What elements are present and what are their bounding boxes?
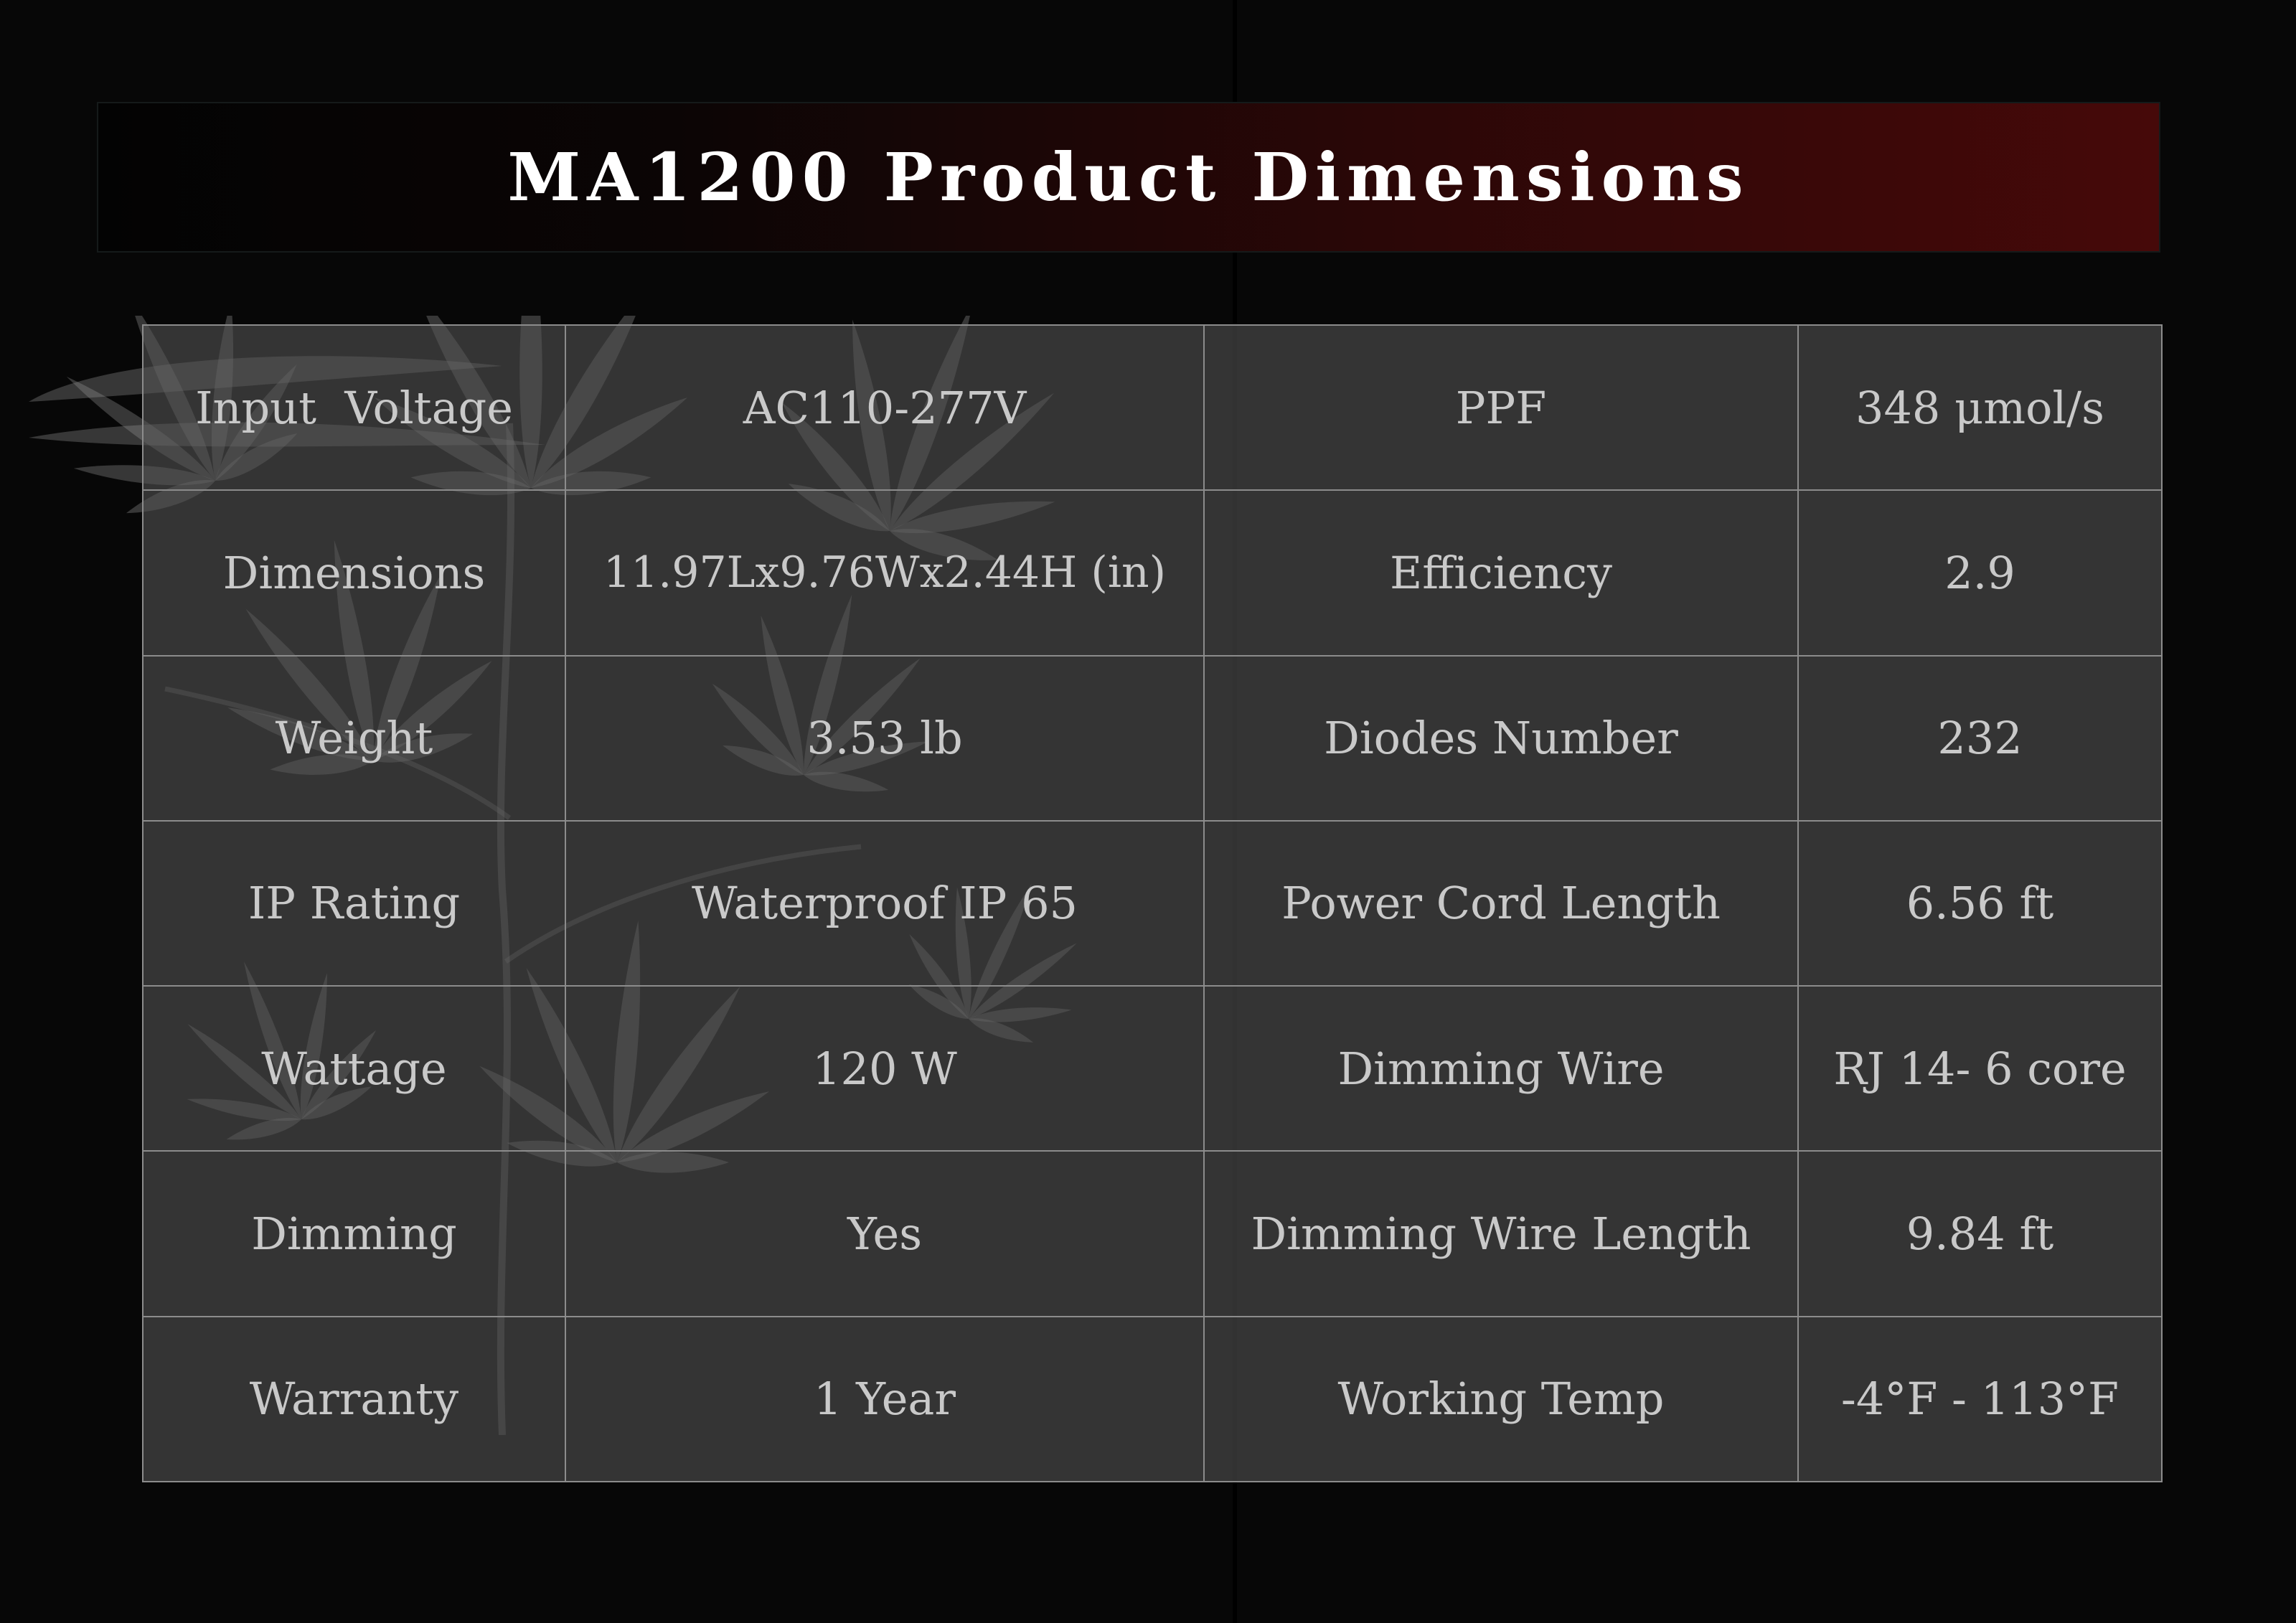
- spec-value: 9.84 ft: [1797, 1150, 2163, 1317]
- spec-label: Input Voltage: [142, 324, 566, 491]
- spec-value: 6.56 ft: [1797, 819, 2163, 987]
- spec-label: Power Cord Length: [1203, 819, 1799, 987]
- spec-value: 2.9: [1797, 489, 2163, 657]
- spec-label: Dimensions: [142, 489, 566, 657]
- spec-table: Input Voltage AC110-277V PPF 348 μmol/s …: [142, 324, 2163, 1483]
- table-row: Input Voltage AC110-277V PPF 348 μmol/s: [142, 324, 2163, 491]
- table-row: Warranty 1 Year Working Temp -4°F - 113°…: [142, 1315, 2163, 1483]
- spec-value: 1 Year: [565, 1315, 1205, 1483]
- spec-label: Wattage: [142, 985, 566, 1152]
- spec-label: Warranty: [142, 1315, 566, 1483]
- spec-value: 232: [1797, 654, 2163, 822]
- spec-label: PPF: [1203, 324, 1799, 491]
- spec-value: 3.53 lb: [565, 654, 1205, 822]
- title-banner: MA1200 Product Dimensions: [97, 102, 2160, 253]
- spec-label: Dimming Wire: [1203, 985, 1799, 1152]
- table-row: Dimming Yes Dimming Wire Length 9.84 ft: [142, 1150, 2163, 1317]
- table-row: Weight 3.53 lb Diodes Number 232: [142, 654, 2163, 822]
- spec-label: IP Rating: [142, 819, 566, 987]
- spec-label: Working Temp: [1203, 1315, 1799, 1483]
- spec-label: Efficiency: [1203, 489, 1799, 657]
- table-row: IP Rating Waterproof IP 65 Power Cord Le…: [142, 819, 2163, 987]
- spec-label: Dimming Wire Length: [1203, 1150, 1799, 1317]
- spec-label: Dimming: [142, 1150, 566, 1317]
- spec-value: AC110-277V: [565, 324, 1205, 491]
- spec-value: 120 W: [565, 985, 1205, 1152]
- table-row: Dimensions 11.97Lx9.76Wx2.44H (in) Effic…: [142, 489, 2163, 657]
- table-row: Wattage 120 W Dimming Wire RJ 14- 6 core: [142, 985, 2163, 1152]
- page-title: MA1200 Product Dimensions: [507, 138, 1750, 216]
- spec-value: 348 μmol/s: [1797, 324, 2163, 491]
- spec-value: 11.97Lx9.76Wx2.44H (in): [565, 489, 1205, 657]
- spec-value: Yes: [565, 1150, 1205, 1317]
- spec-value: -4°F - 113°F: [1797, 1315, 2163, 1483]
- spec-label: Diodes Number: [1203, 654, 1799, 822]
- spec-value: Waterproof IP 65: [565, 819, 1205, 987]
- spec-value: RJ 14- 6 core: [1797, 985, 2163, 1152]
- spec-label: Weight: [142, 654, 566, 822]
